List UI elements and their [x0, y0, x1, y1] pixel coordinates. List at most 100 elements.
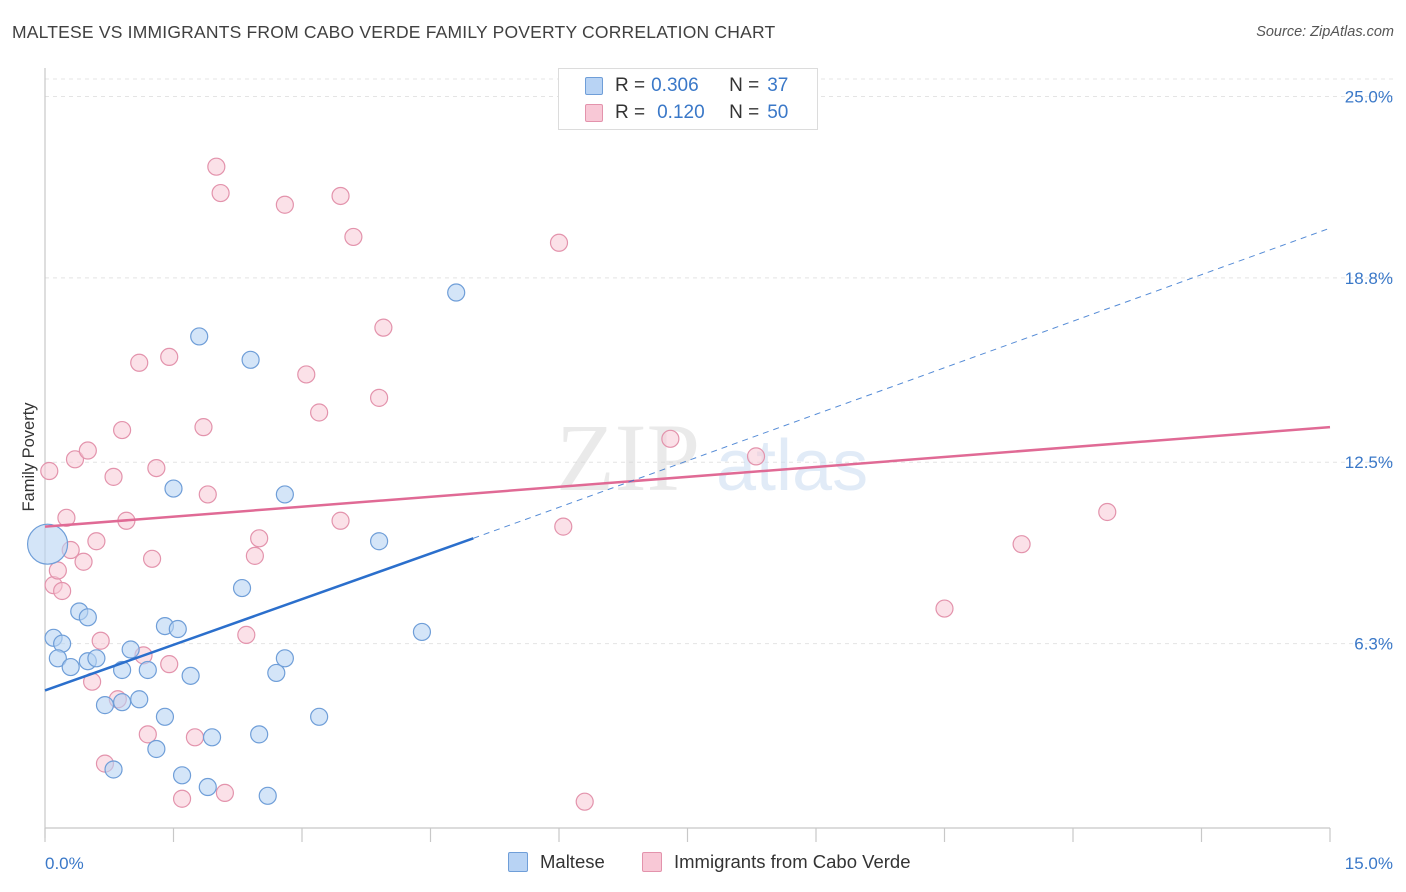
cabo-verde-point: [112, 420, 132, 440]
maltese-point: [48, 649, 67, 668]
maltese-point: [250, 725, 269, 744]
x-tick-label: 0.0%: [45, 854, 84, 873]
chart-title: MALTESE VS IMMIGRANTS FROM CABO VERDE FA…: [12, 22, 776, 42]
n-label: N =: [729, 102, 760, 123]
cabo-verde-point: [91, 631, 110, 650]
cabo-verde-point: [185, 728, 205, 747]
cabo-verde-point: [331, 511, 350, 530]
n-value: 37: [767, 75, 789, 96]
axes: [44, 68, 1331, 842]
source-label: Source: ZipAtlas.com: [1256, 24, 1394, 40]
maltese-point: [104, 760, 123, 779]
maltese-point: [112, 693, 132, 712]
legend-label-maltese: Maltese: [540, 851, 605, 872]
cabo-verde-point: [746, 447, 766, 466]
maltese-point: [26, 523, 69, 565]
cabo-verde-point: [147, 458, 166, 478]
maltese-point: [198, 777, 217, 797]
maltese-swatch: [585, 77, 603, 95]
cabo-verde-point: [87, 532, 106, 551]
tick-labels: 6.3% 12.5% 18.8% 25.0% 0.0% 15.0%: [45, 87, 1393, 873]
maltese-point: [275, 485, 294, 504]
legend-item-cabo-verde[interactable]: Immigrants from Cabo Verde: [642, 851, 910, 873]
cabo-verde-swatch: [642, 852, 662, 872]
maltese-point: [130, 690, 149, 709]
cabo-verde-point: [1098, 502, 1117, 522]
maltese-point: [181, 666, 200, 685]
maltese-point: [138, 660, 157, 680]
cabo-verde-point: [194, 418, 213, 437]
cabo-verde-point: [554, 517, 573, 536]
cabo-verde-point: [310, 403, 329, 422]
cabo-verde-points: [40, 157, 1117, 811]
y-tick-label: 12.5%: [1345, 453, 1393, 472]
maltese-trend-extension: [473, 227, 1331, 539]
maltese-point: [241, 350, 260, 369]
maltese-point: [267, 663, 286, 683]
watermark: ZIP atlas: [556, 404, 868, 511]
cabo-verde-point: [935, 599, 954, 618]
r-value: 0.120: [657, 102, 705, 123]
maltese-trend-line: [44, 537, 474, 692]
r-value: 0.306: [651, 75, 699, 96]
stats-row-cabo-verde: R = 0.120 N = 50: [559, 100, 788, 126]
n-value: 50: [767, 102, 789, 123]
cabo-verde-point: [207, 157, 226, 176]
maltese-point: [95, 696, 115, 715]
trend-lines: [44, 227, 1331, 692]
stats-legend: R = 0.306 N = 37 R = 0.120 N = 50: [558, 68, 818, 130]
cabo-verde-point: [65, 450, 85, 469]
maltese-point: [164, 479, 183, 498]
maltese-point: [202, 728, 222, 747]
y-tick-label: 25.0%: [1345, 87, 1393, 106]
maltese-point: [310, 707, 329, 726]
cabo-verde-point: [245, 546, 264, 565]
cabo-verde-point: [78, 441, 97, 460]
maltese-point: [121, 640, 140, 659]
cabo-verde-trend-line: [44, 425, 1331, 528]
maltese-point: [232, 578, 252, 598]
cabo-verde-point: [1012, 535, 1031, 554]
maltese-point: [168, 619, 187, 639]
series-legend: Maltese Immigrants from Cabo Verde: [0, 851, 1406, 879]
watermark-atlas: atlas: [716, 426, 868, 506]
cabo-verde-point: [331, 186, 350, 206]
cabo-verde-point: [549, 233, 569, 252]
cabo-verde-point: [160, 655, 179, 674]
cabo-verde-point: [250, 529, 269, 548]
maltese-point: [78, 608, 97, 627]
cabo-verde-point: [215, 783, 234, 802]
maltese-point: [61, 657, 80, 677]
watermark-zip: ZIP: [556, 404, 700, 511]
cabo-verde-point: [275, 195, 294, 214]
cabo-verde-point: [160, 347, 179, 367]
legend-item-maltese[interactable]: Maltese: [508, 851, 605, 873]
cabo-verde-point: [53, 581, 72, 601]
maltese-point: [258, 786, 277, 805]
cabo-verde-point: [344, 227, 363, 247]
cabo-verde-point: [237, 625, 256, 644]
stats-row-maltese: R = 0.306 N = 37: [559, 73, 788, 99]
maltese-point: [155, 707, 175, 726]
cabo-verde-point: [374, 318, 393, 337]
cabo-verde-point: [575, 792, 594, 811]
maltese-point: [172, 766, 192, 785]
maltese-point: [190, 327, 209, 346]
maltese-point: [87, 649, 106, 668]
y-tick-label: 6.3%: [1354, 635, 1393, 654]
cabo-verde-point: [138, 725, 157, 744]
cabo-verde-point: [104, 467, 123, 486]
cabo-verde-point: [142, 549, 162, 568]
cabo-verde-point: [211, 183, 230, 203]
cabo-verde-swatch: [585, 104, 603, 122]
r-label: R =: [615, 75, 646, 96]
maltese-point: [147, 739, 166, 759]
cabo-verde-point: [661, 429, 680, 448]
cabo-verde-point: [57, 508, 76, 527]
cabo-verde-point: [370, 388, 389, 407]
maltese-point: [412, 622, 432, 642]
cabo-verde-point: [40, 461, 59, 481]
cabo-verde-point: [74, 552, 93, 571]
maltese-points: [26, 283, 466, 805]
